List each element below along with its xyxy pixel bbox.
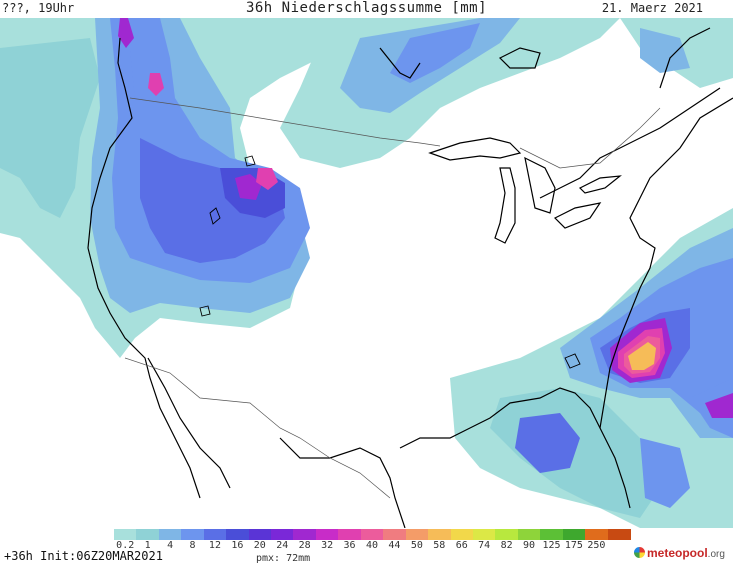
legend-swatch (114, 529, 138, 540)
legend-tick-label: 66 (455, 540, 468, 551)
legend-swatch (315, 529, 339, 540)
legend-swatch (203, 529, 227, 540)
legend-swatch (450, 529, 474, 540)
brand-tld: .org (707, 549, 725, 560)
legend-swatch (405, 529, 429, 540)
legend-swatch (495, 529, 519, 540)
color-scale-legend (114, 529, 631, 541)
legend-swatch (360, 529, 384, 540)
legend-swatch (181, 529, 205, 540)
legend-swatch (383, 529, 407, 540)
legend-tick-label: 90 (523, 540, 536, 551)
header-bar: ???, 19Uhr 36h Niederschlagssumme [mm] 2… (0, 0, 733, 18)
brand-name: meteopool (647, 546, 708, 560)
legend-swatch (271, 529, 295, 540)
legend-swatch (517, 529, 541, 540)
legend-tick-label: 125 (542, 540, 561, 551)
precip-field-canada (280, 18, 733, 168)
lakes-interior (199, 155, 581, 369)
legend-tick-label: 74 (478, 540, 491, 551)
forecast-date-label: 21. Maerz 2021 (601, 1, 703, 15)
legend-swatch (428, 529, 452, 540)
legend-swatch (248, 529, 272, 540)
legend-tick-label: 32 (321, 540, 334, 551)
great-lakes (428, 137, 622, 244)
legend-tick-label: 28 (298, 540, 311, 551)
legend-tick-label: 82 (500, 540, 513, 551)
max-precip-label: pmx: 72mm (256, 553, 311, 564)
legend-swatch (472, 529, 496, 540)
legend-tick-label: 1 (144, 540, 151, 551)
legend-tick-label: 4 (167, 540, 174, 551)
init-time-label: +36h Init:06Z20MAR2021 (4, 549, 163, 563)
legend-tick-label: 40 (365, 540, 379, 551)
map-title: 36h Niederschlagssumme [mm] (245, 0, 488, 16)
legend-tick-label: 36 (343, 540, 356, 551)
precip-field-pacific-west (0, 18, 330, 358)
national-borders (124, 97, 661, 499)
legend-tick-label: 250 (587, 540, 606, 551)
legend-swatch (338, 529, 362, 540)
legend-swatch (136, 529, 160, 540)
legend-swatch (562, 529, 586, 540)
legend-tick-label: 0.2 (116, 540, 135, 551)
brand-logo: meteopool.org (634, 546, 725, 564)
legend-tick-label: 50 (410, 540, 423, 551)
legend-tick-label: 44 (388, 540, 401, 551)
legend-tick-label: 175 (564, 540, 583, 551)
legend-swatch (540, 529, 564, 540)
globe-icon (634, 547, 645, 558)
legend-tick-label: 58 (433, 540, 446, 551)
legend-swatch (226, 529, 250, 540)
precip-field-southeast (450, 208, 733, 528)
precipitation-map (0, 18, 733, 528)
legend-swatch (607, 529, 631, 540)
legend-tick-label: 16 (231, 540, 244, 551)
legend-tick-label: 20 (253, 540, 266, 551)
legend-tick-label: 12 (208, 540, 221, 551)
forecast-time-label: ???, 19Uhr (2, 1, 75, 15)
legend-swatch (293, 529, 317, 540)
legend-tick-label: 24 (276, 540, 289, 551)
legend-swatch (585, 529, 609, 540)
legend-swatch (158, 529, 182, 540)
coastlines (87, 27, 733, 528)
legend-tick-label: 8 (189, 540, 196, 551)
legend-tick-labels: 0.2 1 4 8 12 16 20 24 28 32 36 40 44 50 58 66 74 82 90 125 1… (0, 540, 733, 552)
